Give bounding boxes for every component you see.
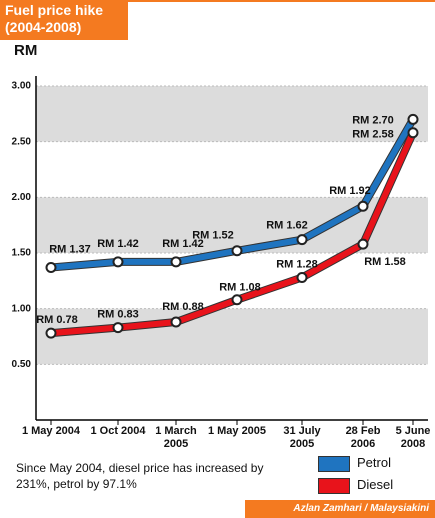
data-label: RM 0.88 — [162, 301, 204, 313]
legend-swatch — [318, 478, 350, 494]
x-tick-label: 1 Oct 2004 — [90, 425, 146, 437]
note: Since May 2004, diesel price has increas… — [16, 461, 264, 491]
data-label: RM 0.83 — [97, 308, 139, 320]
x-tick-label: 1 March 2005 — [155, 425, 197, 450]
y-tick-label: 1.00 — [12, 303, 32, 314]
point — [112, 322, 124, 334]
legend-label: Diesel — [357, 477, 394, 492]
y-tick-label: 0.50 — [12, 359, 32, 370]
data-label: RM 1.28 — [276, 258, 318, 270]
y-tick-label: 2.50 — [12, 136, 32, 147]
x-tick-label: 28 Feb 2006 — [345, 425, 381, 450]
data-label: RM 1.58 — [364, 256, 406, 268]
y-tick-label: 2.00 — [12, 192, 32, 203]
data-label: RM 0.78 — [36, 314, 78, 326]
x-tick-label: 1 May 2005 — [207, 425, 267, 437]
point — [357, 200, 369, 212]
data-label: RM 2.58 — [352, 129, 394, 141]
point — [112, 256, 124, 268]
data-label: RM 1.52 — [192, 230, 234, 242]
point — [45, 327, 57, 339]
point — [231, 245, 243, 257]
point — [407, 127, 419, 139]
y-tick-label: 3.00 — [12, 81, 32, 92]
data-label: RM 2.70 — [352, 114, 394, 126]
point — [407, 113, 419, 125]
point — [296, 234, 308, 246]
point — [170, 256, 182, 268]
x-tick-label: 1 May 2004 — [21, 425, 81, 437]
point — [296, 271, 308, 283]
point — [357, 238, 369, 250]
chart-title: Fuel price hike (2004-2008) — [0, 0, 128, 40]
legend-swatch — [318, 456, 350, 472]
band — [36, 86, 428, 142]
y-tick-label: 1.50 — [12, 248, 32, 259]
data-label: RM 1.42 — [97, 238, 139, 250]
point — [170, 316, 182, 328]
data-label: RM 1.42 — [162, 238, 204, 250]
x-tick-label: 31 July 2005 — [283, 425, 321, 450]
data-label: RM 1.92 — [329, 185, 371, 197]
band — [36, 308, 428, 365]
point — [45, 261, 57, 273]
credit: Azlan Zamhari / Malaysiakini — [245, 500, 435, 518]
x-tick-label: 5 June 2008 — [395, 425, 431, 450]
point — [231, 294, 243, 306]
data-label: RM 1.62 — [266, 220, 308, 232]
y-axis-label: RM — [14, 42, 38, 59]
legend-label: Petrol — [357, 455, 391, 470]
data-label: RM 1.37 — [49, 243, 91, 255]
data-label: RM 1.08 — [219, 282, 261, 294]
